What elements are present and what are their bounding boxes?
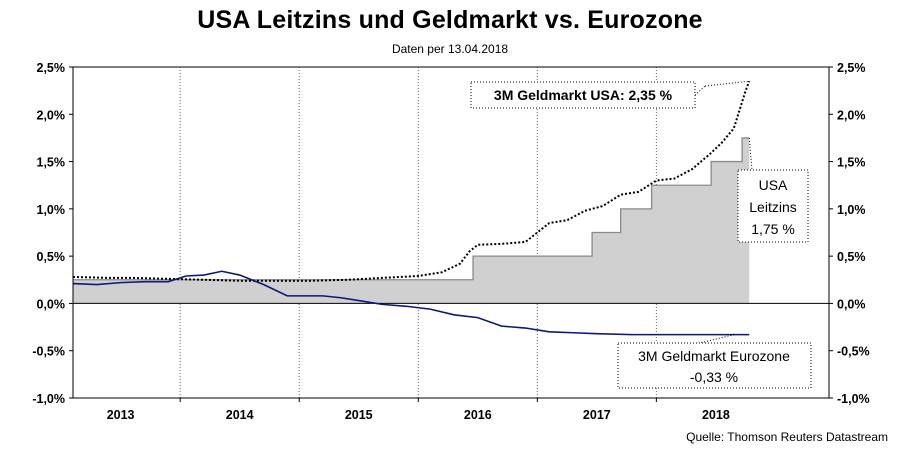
series-usa-leitzins-line (73, 137, 750, 281)
callout-3m-geldmarkt-usa: 3M Geldmarkt USA: 2,35 % (470, 80, 750, 109)
y-tick-label-left: 2,0% (37, 108, 66, 122)
plot-frame (72, 66, 830, 399)
x-tick-label: 2013 (107, 408, 135, 422)
y-tick-label-right: 0,0% (837, 297, 866, 311)
callout-fed-box (737, 169, 809, 243)
callout-usa-label: 3M Geldmarkt USA: 2,35 % (494, 87, 673, 103)
callout-usa-leader (694, 85, 706, 96)
gridlines (179, 67, 657, 398)
callout-euro-leader (699, 334, 735, 344)
callout-usa-leader (704, 80, 750, 87)
chart-subtitle: Daten per 13.04.2018 (391, 42, 509, 56)
callout-fed-line2: Leitzins (749, 199, 796, 215)
x-axis: 2013 2014 2015 2016 2017 2018 (107, 398, 730, 422)
callout-euro-box (617, 342, 812, 389)
callout-fed-line1: USA (759, 177, 788, 193)
y-tick-label-right: -1,0% (837, 392, 870, 406)
x-tick-label: 2018 (702, 408, 730, 422)
y-tick-label-right: 1,0% (837, 203, 866, 217)
y-tick-label-left: 0,0% (37, 297, 66, 311)
x-tick-label: 2016 (464, 408, 492, 422)
y-tick-label-right: 2,5% (837, 61, 866, 75)
x-tick-label: 2015 (345, 408, 373, 422)
y-tick-label-right: 0,5% (837, 250, 866, 264)
callout-euro-line1: 3M Geldmarkt Eurozone (638, 348, 790, 364)
y-tick-label-left: 0,5% (37, 250, 66, 264)
x-tick-label: 2017 (583, 408, 611, 422)
y-tick-label-left: -1,0% (32, 392, 65, 406)
callout-usa-leitzins: USA Leitzins 1,75 % (737, 137, 809, 243)
callout-fed-leader (748, 137, 753, 171)
y-tick-label-right: 2,0% (837, 108, 866, 122)
x-tick-label: 2014 (226, 408, 254, 422)
y-tick-label-right: 1,5% (837, 156, 866, 170)
callout-euro-line2: -0,33 % (690, 369, 738, 385)
series-3m-geldmarkt-usa (72, 80, 751, 282)
callout-fed-line3: 1,75 % (751, 221, 795, 237)
chart-title: USA Leitzins und Geldmarkt vs. Eurozone (197, 6, 703, 34)
y-tick-label-left: 1,0% (37, 203, 66, 217)
y-tick-label-left: -0,5% (32, 345, 65, 359)
callout-3m-geldmarkt-eurozone: 3M Geldmarkt Eurozone -0,33 % (617, 334, 812, 389)
series-usa-leitzins-area (73, 137, 750, 304)
y-tick-label-left: 1,5% (37, 156, 66, 170)
y-tick-label-left: 2,5% (37, 61, 66, 75)
y-axis-left: -1,0% -0,5% 0,0% 0,5% 1,0% 1,5% 2,0% 2,5% (32, 61, 73, 406)
y-tick-label-right: -0,5% (837, 345, 870, 359)
series-3m-geldmarkt-eurozone (72, 270, 750, 336)
callout-usa-box (470, 81, 696, 109)
source-note: Quelle: Thomson Reuters Datastream (686, 430, 888, 444)
y-axis-right: -1,0% -0,5% 0,0% 0,5% 1,0% 1,5% 2,0% 2,5% (829, 61, 870, 406)
